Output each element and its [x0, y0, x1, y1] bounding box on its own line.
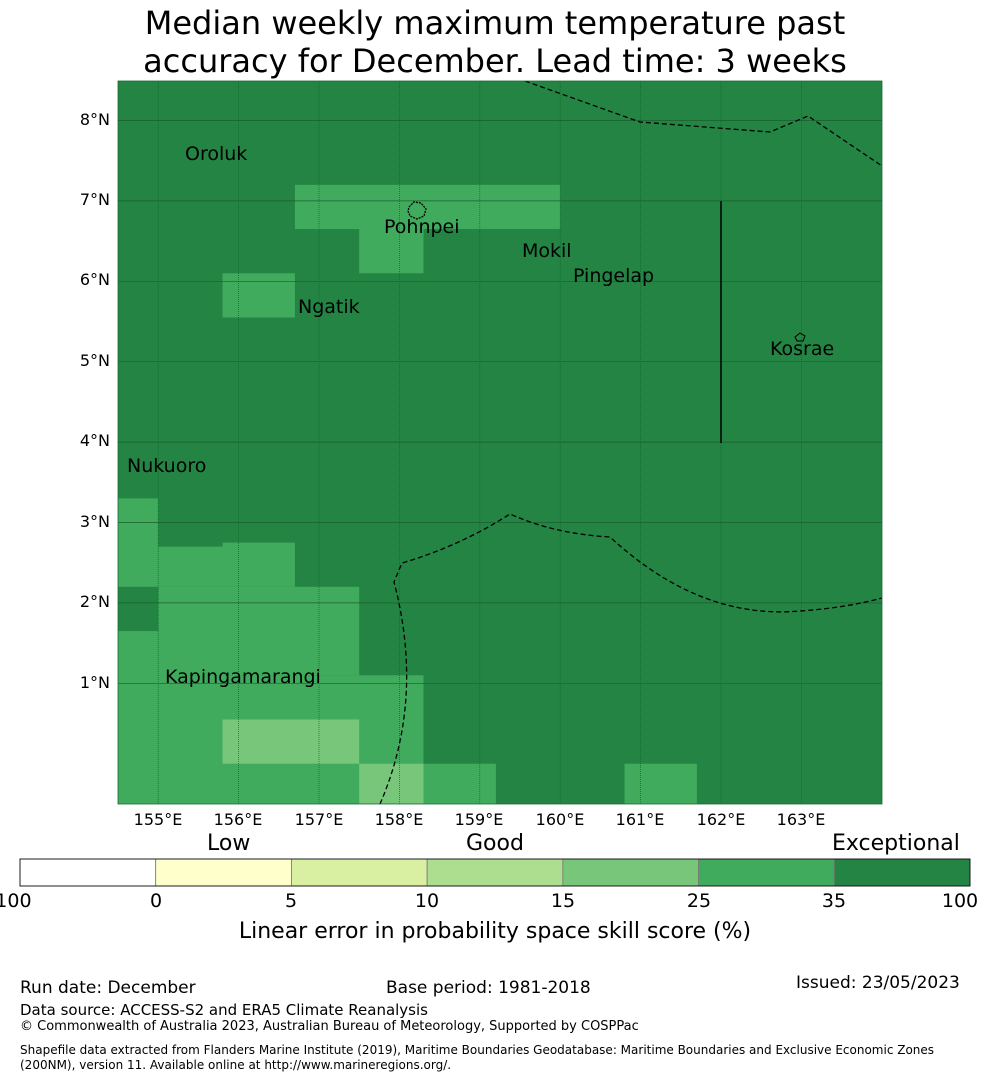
colorbar-segment-3: [426, 858, 564, 887]
legend-category-good: Good: [466, 831, 524, 856]
kosrae-island-outline: [794, 332, 806, 342]
place-nukuoro: Nukuoro: [127, 455, 207, 477]
skill-cell-7: [118, 631, 159, 804]
skill-cell-6: [158, 586, 360, 676]
colorbar-segment-1: [155, 858, 292, 887]
copyright: © Commonwealth of Australia 2023, Austra…: [20, 1019, 639, 1034]
skill-cell-5: [222, 542, 295, 587]
lat-label-2: 2°N: [79, 592, 110, 611]
place-kosrae: Kosrae: [770, 338, 835, 360]
colorbar-segment-4: [562, 858, 699, 887]
shapefile-credit: Shapefile data extracted from Flanders M…: [20, 1043, 970, 1073]
colorbar-tick-10: 10: [414, 890, 440, 912]
colorbar-segment-2: [291, 858, 428, 887]
map-frame: [117, 80, 883, 805]
colorbar-tick-5: 5: [284, 890, 298, 912]
shapefile-line-1: Shapefile data extracted from Flanders M…: [20, 1043, 935, 1057]
lon-label-160: 160°E: [535, 810, 585, 829]
colorbar-tick-100: 100: [941, 890, 979, 912]
eez-boundary-south: [379, 513, 882, 804]
title-line-1: Median weekly maximum temperature past: [144, 4, 846, 42]
place-ngatik: Ngatik: [298, 296, 360, 318]
skill-cell-11: [222, 719, 360, 764]
colorbar-title: Linear error in probability space skill …: [238, 919, 752, 944]
colorbar-tick-15: 15: [550, 890, 576, 912]
lon-label-162: 162°E: [696, 810, 746, 829]
issued-date: Issued: 23/05/2023: [796, 973, 960, 993]
colorbar-frame: [19, 858, 971, 887]
skill-cell-1: [359, 229, 424, 274]
place-mokil: Mokil: [522, 240, 572, 262]
eez-boundary-north: [524, 81, 882, 167]
lat-label-7: 7°N: [79, 190, 110, 209]
colorbar-tick-minus100: -100: [0, 890, 32, 912]
shapefile-line-2: (200NM), version 11. Available online at…: [20, 1058, 452, 1072]
data-source: Data source: ACCESS-S2 and ERA5 Climate …: [20, 1001, 428, 1019]
colorbar-segment-0: [19, 858, 157, 887]
colorbar-tick-35: 35: [821, 890, 847, 912]
skill-cell-4: [158, 546, 223, 587]
colorbar-segment-6: [833, 858, 971, 887]
map-title: Median weekly maximum temperature past a…: [0, 4, 990, 80]
skill-cell-10: [624, 763, 697, 804]
lon-label-159: 159°E: [454, 810, 504, 829]
run-date: Run date: December: [20, 978, 196, 998]
lat-label-3: 3°N: [79, 512, 110, 531]
lon-label-158: 158°E: [374, 810, 424, 829]
place-kapingamarangi: Kapingamarangi: [165, 666, 321, 688]
lon-label-161: 161°E: [615, 810, 665, 829]
skill-cell-9: [423, 763, 496, 804]
lat-label-8: 8°N: [79, 110, 110, 129]
legend-category-exceptional: Exceptional: [832, 831, 960, 856]
colorbar-segment-5: [698, 858, 835, 887]
lon-label-163: 163°E: [776, 810, 826, 829]
skill-cell-12: [359, 763, 424, 804]
skill-cell-2: [222, 273, 295, 318]
lat-label-5: 5°N: [79, 351, 110, 370]
colorbar-tick-25: 25: [686, 890, 712, 912]
place-pohnpei: Pohnpei: [384, 216, 460, 238]
colorbar-tick-0: 0: [149, 890, 163, 912]
pohnpei-island-outline: [407, 201, 427, 220]
skill-cell-0: [294, 184, 561, 230]
place-pingelap: Pingelap: [573, 265, 655, 287]
lat-label-6: 6°N: [79, 270, 110, 289]
lat-label-4: 4°N: [79, 431, 110, 450]
title-line-2: accuracy for December. Lead time: 3 week…: [143, 42, 847, 80]
lon-label-156: 156°E: [213, 810, 263, 829]
lon-label-155: 155°E: [133, 810, 183, 829]
lat-label-1: 1°N: [79, 673, 110, 692]
lon-label-157: 157°E: [294, 810, 344, 829]
base-period: Base period: 1981-2018: [386, 978, 591, 998]
legend-category-low: Low: [207, 831, 251, 856]
place-oroluk: Oroluk: [185, 143, 248, 165]
skill-cell-3: [118, 498, 159, 587]
